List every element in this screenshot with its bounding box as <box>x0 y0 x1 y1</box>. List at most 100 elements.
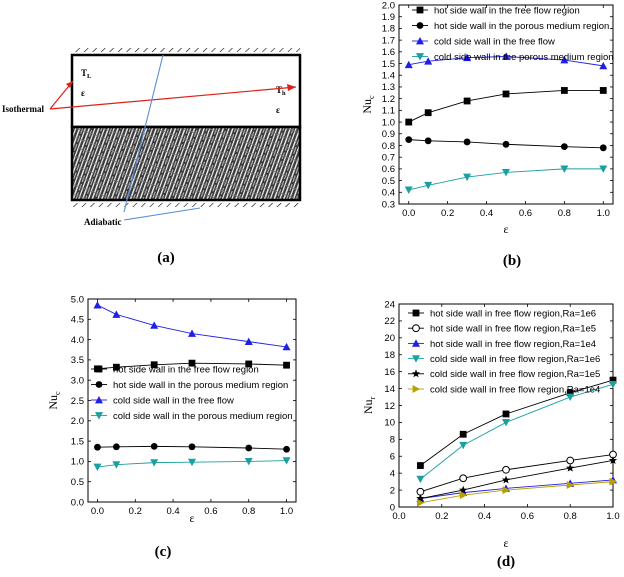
legend-marker <box>416 22 424 29</box>
data-point <box>282 457 291 465</box>
legend-entry: cold side wall in free flow region,Ra=1e… <box>408 354 600 365</box>
caption-b: (b) <box>503 253 521 269</box>
t-left-label: TL <box>81 68 92 80</box>
legend-label: cold side wall in the free flow <box>434 36 555 47</box>
y-tick-label: 2.5 <box>71 396 84 407</box>
data-point <box>417 498 425 507</box>
legend-marker <box>416 53 424 61</box>
x-tick-label: 0.2 <box>129 506 142 517</box>
caption-a: (a) <box>157 250 175 266</box>
y-tick-label: 1.5 <box>382 59 395 70</box>
porous-medium-region <box>70 125 302 202</box>
data-point <box>459 430 467 438</box>
series-line <box>97 460 287 468</box>
data-point <box>188 329 196 337</box>
legend-entry: hot side wall in the porous medium regio… <box>91 380 288 391</box>
y-tick-label: 0.8 <box>382 141 395 152</box>
series-4 <box>93 457 291 472</box>
x-tick-label: 0.4 <box>478 511 491 522</box>
data-point <box>283 445 290 453</box>
y-tick-label: 5.0 <box>71 294 84 305</box>
series-line <box>420 481 614 504</box>
legend-label: cold side wall in the porous medium regi… <box>113 411 293 422</box>
y-tick-label: 1.0 <box>382 117 395 128</box>
series-3 <box>93 301 291 351</box>
data-point <box>566 481 575 490</box>
chart-c: 0.0 0.5 1.0 1.5 2.0 2.5 3.0 3.5 4.0 4.5 5.0 0.0 0.2 0… <box>46 294 297 525</box>
caption-c: (c) <box>155 544 172 560</box>
series-line <box>420 454 614 493</box>
x-tick-label: 0.8 <box>242 506 255 517</box>
y-tick-label: 3.5 <box>71 355 84 366</box>
x-tick-label: 0.6 <box>521 511 534 522</box>
data-point <box>150 321 159 329</box>
data-point <box>245 444 253 452</box>
legend-marker <box>416 6 424 14</box>
y-tick-label: 1.7 <box>382 35 395 46</box>
data-point <box>599 165 608 173</box>
data-point <box>609 477 617 486</box>
data-point <box>502 90 510 98</box>
data-point <box>112 310 121 318</box>
legend-marker <box>95 365 103 373</box>
data-point <box>608 456 618 465</box>
legend-label: hot side wall in free flow region,Ra=1e5 <box>430 324 596 335</box>
legend-entry: cold side wall in the porous medium regi… <box>91 411 293 422</box>
x-tick-label: 1.0 <box>606 511 619 522</box>
data-point <box>112 461 121 469</box>
data-point <box>417 462 424 469</box>
y-axis-label: Nuc <box>46 391 62 410</box>
y-tick-label: 8 <box>390 435 395 446</box>
data-point <box>566 463 575 472</box>
y-tick-label: 10 <box>384 418 395 429</box>
legend-entry: hot side wall in the free flow region <box>91 364 259 375</box>
data-point <box>502 410 510 418</box>
y-tick-label: 0.0 <box>71 497 84 508</box>
y-tick-label: 18 <box>384 350 395 361</box>
caption-d: (d) <box>497 554 515 570</box>
legend-marker <box>95 412 103 420</box>
y-tick-label: 0.3 <box>382 199 395 210</box>
y-tick-label: 4 <box>390 468 395 479</box>
data-point <box>463 97 471 105</box>
data-point <box>502 140 510 148</box>
isothermal-label: Isothermal <box>2 104 44 114</box>
t-right-label: Th <box>276 85 286 97</box>
data-point <box>566 393 575 402</box>
y-tick-label: 1.4 <box>382 71 395 82</box>
data-point <box>599 61 608 70</box>
legend-label: cold side wall in free flow region,Ra=1e… <box>430 369 600 380</box>
legend-label: hot side wall in the porous medium regio… <box>113 380 288 391</box>
x-axis-label: ε <box>503 222 508 236</box>
plot-frame <box>398 4 614 205</box>
legend-marker <box>412 324 420 333</box>
series-2 <box>94 442 290 453</box>
y-tick-label: 4.0 <box>71 335 84 346</box>
data-point <box>424 137 432 145</box>
y-tick-label: 22 <box>384 316 395 327</box>
legend-entry: hot side wall in free flow region,Ra=1e6 <box>408 308 596 319</box>
data-point <box>405 136 413 144</box>
y-tick-label: 0 <box>390 502 395 513</box>
data-point <box>424 57 433 65</box>
legend-label: hot side wall in the free flow region <box>434 5 580 16</box>
legend-label: hot side wall in free flow region,Ra=1e4 <box>430 339 596 350</box>
y-tick-label: 12 <box>384 401 395 412</box>
data-point <box>560 87 568 94</box>
data-point <box>405 118 413 126</box>
y-tick-label: 16 <box>384 367 395 378</box>
data-point <box>112 443 120 451</box>
series-line <box>420 383 614 480</box>
data-point <box>150 442 158 450</box>
data-point <box>566 389 574 397</box>
legend-label: cold side wall in the porous medium regi… <box>434 52 614 63</box>
data-point <box>424 181 433 190</box>
series-3 <box>404 52 608 70</box>
data-point <box>416 494 425 503</box>
y-tick-label: 0.7 <box>382 152 395 163</box>
y-tick-label: 1.8 <box>382 24 395 35</box>
legend-entry: hot side wall in the free flow region <box>412 5 580 16</box>
data-point <box>94 443 101 451</box>
legend: hot side wall in the free flow region hot… <box>91 364 293 422</box>
